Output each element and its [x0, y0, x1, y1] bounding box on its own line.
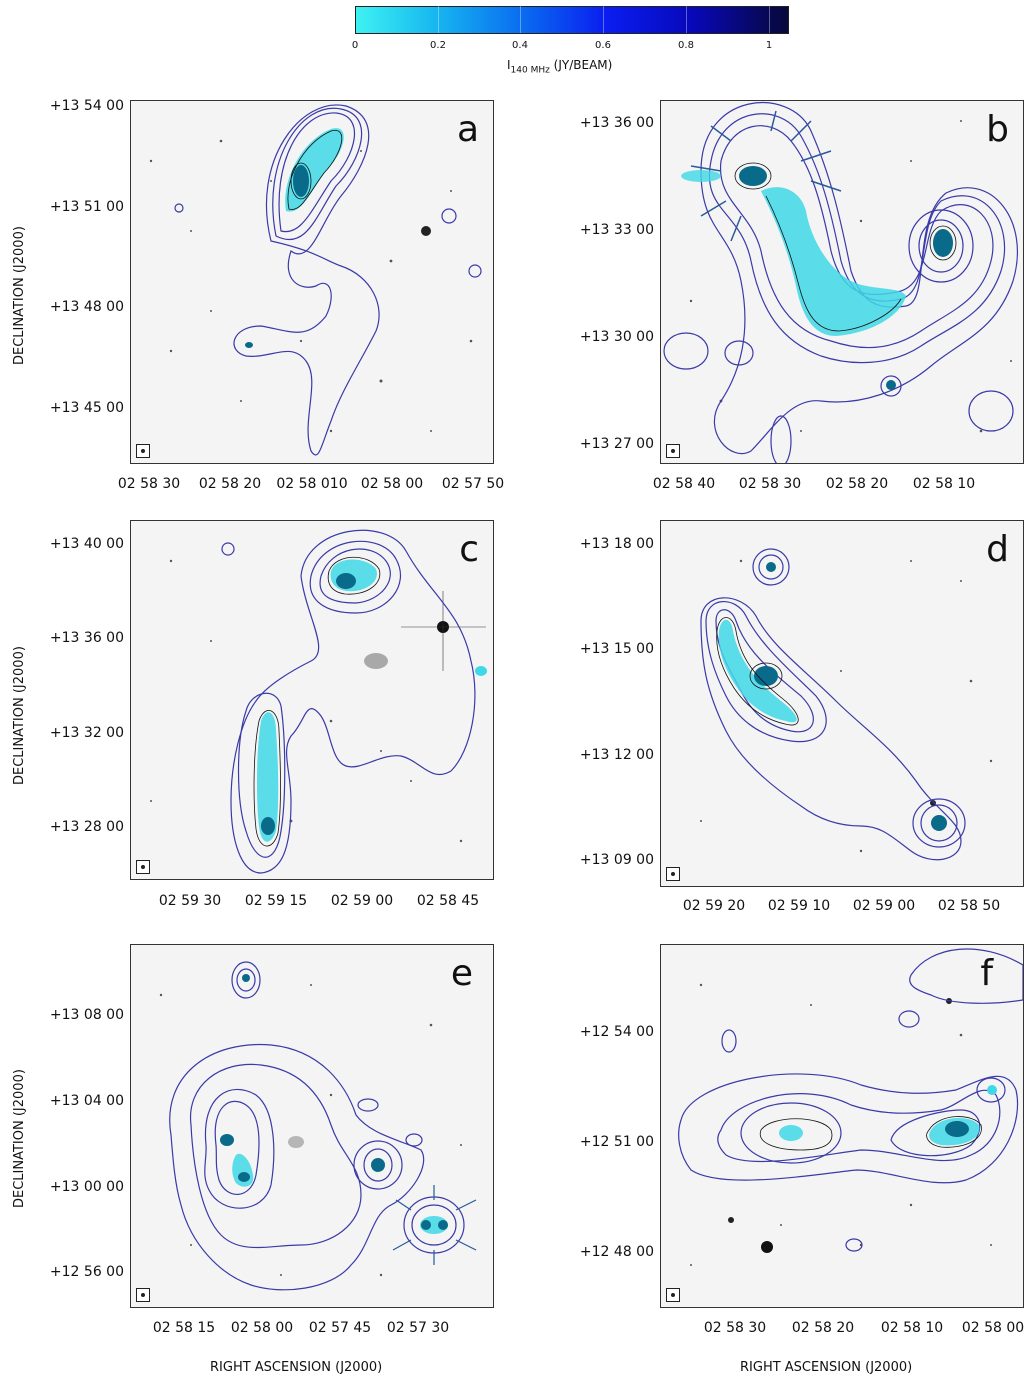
ra-tick-label: 02 58 00 — [360, 476, 424, 492]
ra-tick-label: 02 58 15 — [152, 1320, 216, 1336]
beam-icon — [666, 867, 680, 881]
ra-tick-label: 02 58 30 — [117, 476, 181, 492]
colorbar-tick-label: 0.6 — [595, 40, 611, 51]
ra-tick-label: 02 58 10 — [880, 1320, 944, 1336]
y-axis-label: DECLINATION (J2000) — [12, 226, 27, 365]
dec-tick-label: +13 48 00 — [49, 299, 124, 315]
ra-tick-label: 02 59 20 — [682, 898, 746, 914]
panel-b-image: b — [660, 100, 1024, 464]
emission — [245, 128, 344, 348]
panel-c-map — [150, 529, 487, 874]
ra-tick-label: 02 59 15 — [244, 893, 308, 909]
x-axis-label: RIGHT ASCENSION (J2000) — [740, 1360, 913, 1375]
ra-tick-label: 02 58 50 — [937, 898, 1001, 914]
dec-tick-label: +13 30 00 — [579, 329, 654, 345]
ra-tick-label: 02 57 50 — [441, 476, 505, 492]
panel-letter: b — [986, 109, 1009, 150]
panel-c-image: c — [130, 520, 494, 880]
dec-tick-label: +13 04 00 — [49, 1093, 124, 1109]
panel-letter: f — [980, 953, 993, 994]
dec-tick-label: +12 54 00 — [579, 1024, 654, 1040]
ra-tick-label: 02 58 010 — [276, 476, 348, 492]
colorbar-tick-label: 1 — [765, 40, 773, 51]
y-axis-label: DECLINATION (J2000) — [12, 646, 27, 785]
colorbar-tick-label: 0.2 — [430, 40, 446, 51]
colorbar-tick — [769, 6, 770, 33]
dec-tick-label: +13 54 00 — [49, 98, 124, 114]
dec-tick-label: +13 28 00 — [49, 819, 124, 835]
colorbar-tick-label: 0 — [351, 40, 359, 51]
x-axis-label: RIGHT ASCENSION (J2000) — [210, 1360, 383, 1375]
colorbar-title: I140 MHz (JY/BEAM) — [507, 58, 613, 76]
dec-tick-label: +13 33 00 — [579, 222, 654, 238]
beam-icon — [136, 444, 150, 458]
contours-inner — [287, 130, 343, 210]
beam-icon — [666, 1288, 680, 1302]
dec-tick-label: +13 36 00 — [579, 115, 654, 131]
panel-letter: c — [459, 529, 479, 570]
ra-tick-label: 02 59 00 — [852, 898, 916, 914]
dec-tick-label: +13 36 00 — [49, 630, 124, 646]
panel-letter: a — [456, 109, 479, 150]
ra-tick-label: 02 59 30 — [158, 893, 222, 909]
dec-tick-label: +13 12 00 — [579, 747, 654, 763]
colorbar-tick — [520, 6, 521, 33]
ra-tick-label: 02 58 30 — [703, 1320, 767, 1336]
ra-tick-label: 02 58 45 — [416, 893, 480, 909]
ra-tick-label: 02 58 20 — [791, 1320, 855, 1336]
dec-tick-label: +12 48 00 — [579, 1244, 654, 1260]
ra-tick-label: 02 59 10 — [767, 898, 831, 914]
panel-a-image: a — [130, 100, 494, 464]
panel-letter: d — [986, 529, 1009, 570]
panel-f-image: f — [660, 944, 1024, 1308]
ra-tick-label: 02 58 10 — [912, 476, 976, 492]
ra-tick-label: 02 58 00 — [230, 1320, 294, 1336]
ra-tick-label: 02 58 20 — [825, 476, 889, 492]
ra-tick-label: 02 58 00 — [961, 1320, 1025, 1336]
dec-tick-label: +12 51 00 — [579, 1134, 654, 1150]
colorbar-gradient — [355, 6, 789, 34]
colorbar-tick — [603, 6, 604, 33]
dec-tick-label: +13 27 00 — [579, 436, 654, 452]
dec-tick-label: +13 32 00 — [49, 725, 124, 741]
panel-a-map — [149, 104, 482, 456]
contours-outer — [174, 104, 482, 456]
colorbar-tick-label: 0.8 — [678, 40, 694, 51]
colorbar-tick-label: 0.4 — [512, 40, 528, 51]
colorbar-tick — [438, 6, 439, 33]
panel-b-map — [663, 102, 1018, 463]
dec-tick-label: +13 09 00 — [579, 852, 654, 868]
dec-tick-label: +13 40 00 — [49, 536, 124, 552]
panel-e-image: e — [130, 944, 494, 1308]
colorbar: 0 0.2 0.4 0.6 0.8 1 I140 MHz (JY/BEAM) — [340, 0, 800, 80]
dec-tick-label: +13 18 00 — [579, 536, 654, 552]
panel-d-image: d — [660, 520, 1024, 887]
ra-tick-label: 02 59 00 — [330, 893, 394, 909]
star-field — [149, 139, 473, 433]
ra-tick-label: 02 58 40 — [652, 476, 716, 492]
ra-tick-label: 02 57 30 — [386, 1320, 450, 1336]
ra-tick-label: 02 58 20 — [198, 476, 262, 492]
dec-tick-label: +13 00 00 — [49, 1179, 124, 1195]
ra-tick-label: 02 57 45 — [308, 1320, 372, 1336]
dec-tick-label: +13 15 00 — [579, 641, 654, 657]
beam-icon — [136, 860, 150, 874]
beam-icon — [666, 444, 680, 458]
dec-tick-label: +13 45 00 — [49, 400, 124, 416]
ra-tick-label: 02 58 30 — [738, 476, 802, 492]
panel-f-map — [678, 948, 1023, 1266]
beam-icon — [136, 1288, 150, 1302]
dec-tick-label: +12 56 00 — [49, 1264, 124, 1280]
panel-d-map — [700, 548, 993, 861]
dec-tick-label: +13 51 00 — [49, 199, 124, 215]
panel-e-map — [159, 961, 477, 1291]
panel-letter: e — [450, 953, 473, 994]
dec-tick-label: +13 08 00 — [49, 1007, 124, 1023]
colorbar-tick — [686, 6, 687, 33]
